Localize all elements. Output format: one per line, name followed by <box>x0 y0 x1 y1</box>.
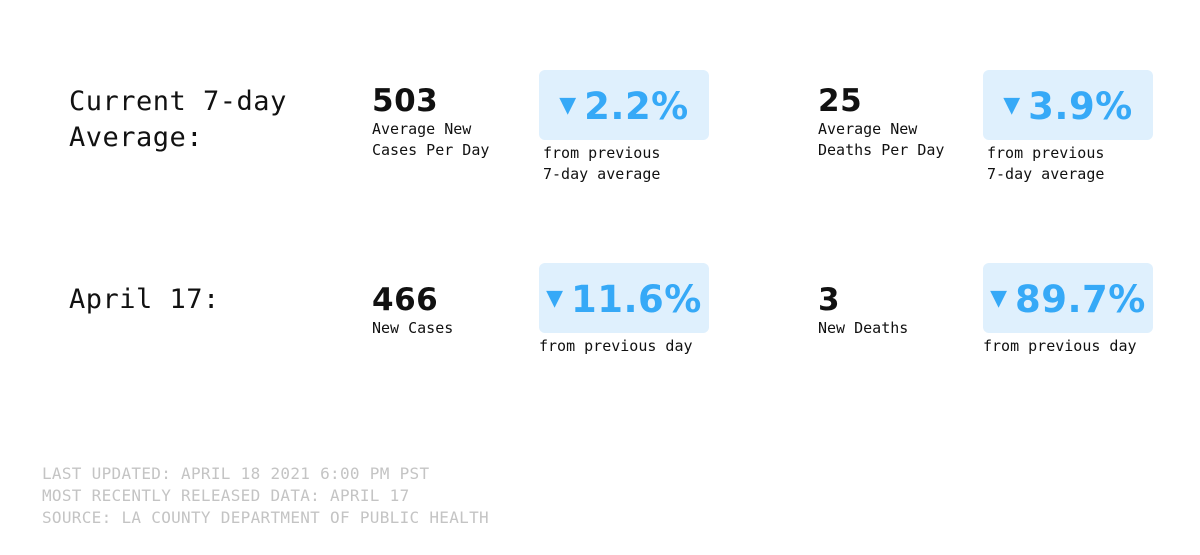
down-triangle-icon: ▼ <box>546 286 564 311</box>
change-percent: 2.2% <box>584 84 689 128</box>
stat-description: New Cases <box>372 319 454 337</box>
change-percent: 11.6% <box>571 277 702 321</box>
row-label-7day-average: Current 7-day Average: <box>69 86 287 153</box>
down-triangle-icon: ▼ <box>559 93 577 118</box>
change-note: from previous day <box>539 337 693 355</box>
change-note: from previous 7-day average <box>543 144 661 183</box>
change-badge: ▼ 11.6% <box>539 263 709 333</box>
change-daily-deaths: ▼ 89.7% from previous day <box>983 263 1153 357</box>
change-badge: ▼ 2.2% <box>539 70 709 140</box>
stat-avg-new-deaths: 25 Average New Deaths Per Day <box>818 84 944 161</box>
change-note: from previous 7-day average <box>987 144 1105 183</box>
stat-avg-new-cases: 503 Average New Cases Per Day <box>372 84 489 161</box>
stat-description: Average New Deaths Per Day <box>818 120 945 159</box>
stat-value: 3 <box>818 282 841 318</box>
footer-last-updated: LAST UPDATED: APRIL 18 2021 6:00 PM PST <box>42 464 430 483</box>
stat-new-deaths: 3 New Deaths <box>818 283 908 339</box>
change-note: from previous day <box>983 337 1137 355</box>
stat-value: 466 <box>372 282 439 318</box>
change-daily-cases: ▼ 11.6% from previous day <box>539 263 709 357</box>
stat-description: New Deaths <box>818 319 909 337</box>
stat-new-cases: 466 New Cases <box>372 283 453 339</box>
change-percent: 89.7% <box>1015 277 1146 321</box>
change-badge: ▼ 89.7% <box>983 263 1153 333</box>
footer-notes: LAST UPDATED: APRIL 18 2021 6:00 PM PST … <box>42 463 489 529</box>
stat-description: Average New Cases Per Day <box>372 120 490 159</box>
change-badge: ▼ 3.9% <box>983 70 1153 140</box>
change-avg-deaths: ▼ 3.9% from previous 7-day average <box>983 70 1153 185</box>
down-triangle-icon: ▼ <box>1003 93 1021 118</box>
change-avg-cases: ▼ 2.2% from previous 7-day average <box>539 70 709 185</box>
footer-source: SOURCE: LA COUNTY DEPARTMENT OF PUBLIC H… <box>42 508 489 527</box>
stat-value: 503 <box>372 83 439 119</box>
footer-released-data: MOST RECENTLY RELEASED DATA: APRIL 17 <box>42 486 410 505</box>
row-label-april-17: April 17: <box>69 284 220 315</box>
change-percent: 3.9% <box>1028 84 1133 128</box>
down-triangle-icon: ▼ <box>990 286 1008 311</box>
stat-value: 25 <box>818 83 863 119</box>
